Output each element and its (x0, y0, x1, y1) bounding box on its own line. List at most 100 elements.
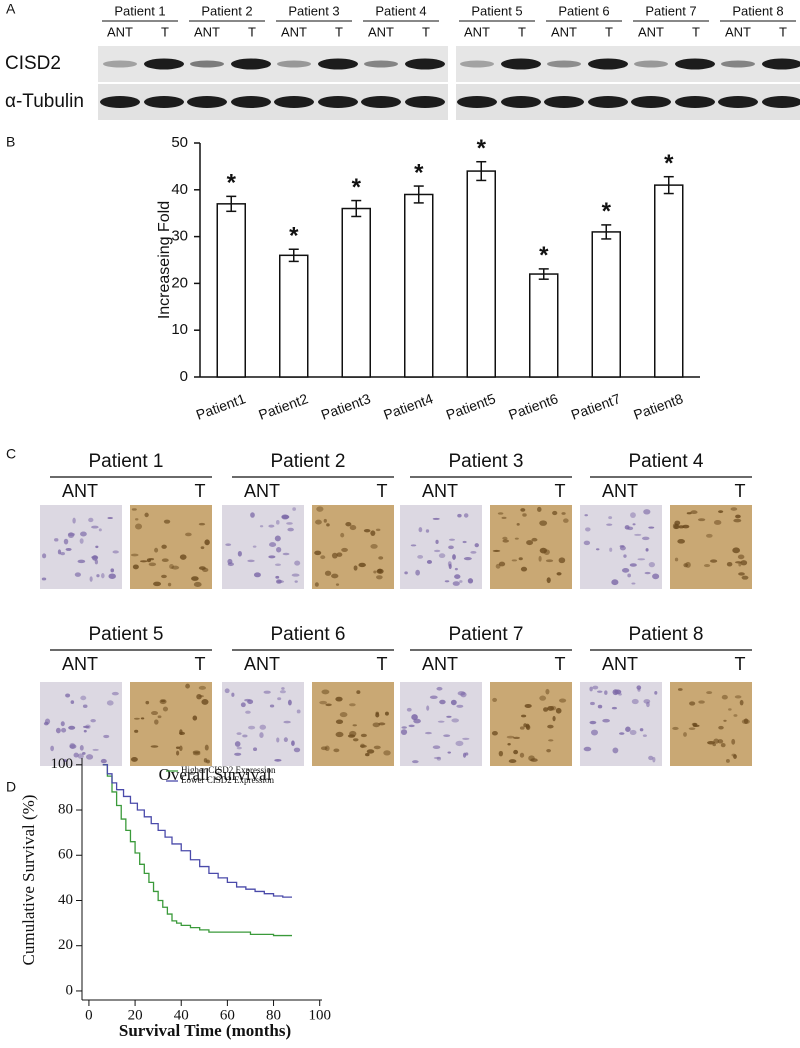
tissue-cell (375, 712, 380, 718)
tissue-cell (558, 557, 566, 564)
y-tick-label: 50 (171, 134, 188, 151)
tissue-cell (133, 717, 140, 720)
panel-label: C (6, 446, 16, 462)
tissue-cell (623, 554, 627, 558)
tissue-cell (154, 547, 159, 553)
tissue-cell (83, 729, 87, 733)
blot-row-label: α-Tubulin (5, 91, 84, 112)
tissue-cell (291, 740, 295, 746)
patient-header: Patient 1 (114, 3, 165, 18)
tissue-cell (370, 544, 378, 549)
panel-label: A (6, 1, 16, 17)
x-tick-label: Patient2 (256, 390, 310, 423)
lane-label: T (195, 654, 206, 674)
tissue-cell (632, 523, 636, 526)
tissue-cell (294, 580, 298, 583)
tissue-cell (563, 518, 569, 523)
tissue-cell (281, 514, 290, 519)
tissue-cell (602, 718, 610, 723)
tissue-cell (242, 734, 248, 738)
tissue-cell (448, 538, 456, 541)
tissue-cell (384, 711, 389, 716)
tissue-cell (611, 706, 617, 710)
tissue-cell (433, 756, 441, 760)
tissue-cell (584, 514, 588, 517)
tissue-cell (538, 555, 542, 562)
tissue-cell (463, 556, 472, 561)
tissue-cell (425, 731, 432, 735)
tissue-cell (356, 690, 361, 695)
tissue-cell (728, 708, 732, 711)
tissue-cell (112, 550, 119, 554)
tissue-cell (712, 743, 717, 747)
tissue-cell (636, 685, 642, 690)
tissue-cell (360, 733, 367, 738)
tissue-cell (274, 758, 282, 762)
tissue-cell (373, 745, 381, 750)
patient-header: Patient 8 (732, 3, 783, 18)
tissue-cell (103, 734, 110, 739)
x-tick-label: Patient1 (194, 390, 248, 423)
tissue-cell (101, 573, 105, 579)
tissue-cell (450, 699, 457, 706)
blot-band (318, 96, 358, 108)
tissue-cell (625, 726, 631, 732)
tissue-cell (151, 710, 159, 716)
y-tick-label: 0 (66, 982, 74, 998)
tissue-cell (639, 728, 644, 732)
tissue-cell (597, 704, 603, 709)
blot-band (364, 60, 398, 68)
tissue-cell (331, 573, 339, 579)
tissue-cell (400, 729, 408, 735)
tissue-cell (234, 752, 242, 756)
tissue-cell (79, 745, 84, 751)
tissue-cell (339, 711, 348, 718)
tissue-cell (432, 745, 441, 749)
tissue-cell (433, 549, 441, 553)
tissue-cell (734, 695, 742, 699)
tissue-cell (454, 574, 461, 579)
tissue-cell (713, 519, 722, 525)
bar (466, 170, 496, 378)
tissue-cell (185, 683, 190, 689)
x-tick-label: Patient6 (506, 390, 560, 423)
tissue-cell (417, 555, 424, 559)
tissue-cell (90, 719, 96, 723)
blot-band (103, 60, 137, 68)
tissue-cell (335, 731, 344, 738)
tissue-image (222, 682, 304, 766)
tissue-cell (335, 719, 344, 724)
tissue-cell (179, 554, 187, 560)
tissue-cell (279, 690, 286, 694)
tissue-cell (619, 545, 626, 551)
tissue-cell (464, 752, 469, 756)
tissue-cell (627, 573, 631, 578)
tissue-cell (324, 570, 332, 576)
tissue-cell (637, 558, 646, 561)
tissue-cell (590, 729, 599, 736)
tissue-cell (67, 532, 75, 539)
tissue-cell (376, 575, 383, 580)
blot-band (588, 96, 628, 108)
blot-band (274, 96, 314, 108)
tissue-cell (275, 520, 280, 525)
tissue-cell (513, 749, 519, 755)
tissue-cell (723, 719, 727, 722)
tissue-cell (683, 732, 687, 737)
tissue-cell (432, 517, 440, 520)
tissue-cell (690, 510, 698, 514)
tissue-cell (589, 720, 597, 725)
tissue-cell (135, 523, 143, 530)
blot-band (100, 96, 140, 108)
tissue-cell (263, 690, 271, 694)
tissue-cell (595, 548, 600, 551)
tissue-cell (624, 525, 630, 530)
tissue-cell (718, 510, 724, 514)
blot-band (405, 96, 445, 108)
tissue-cell (731, 753, 736, 757)
y-tick-label: 30 (171, 228, 188, 245)
tissue-cell (644, 571, 651, 575)
tissue-cell (438, 553, 446, 559)
y-tick-label: 40 (58, 892, 73, 908)
tissue-cell (345, 522, 352, 527)
